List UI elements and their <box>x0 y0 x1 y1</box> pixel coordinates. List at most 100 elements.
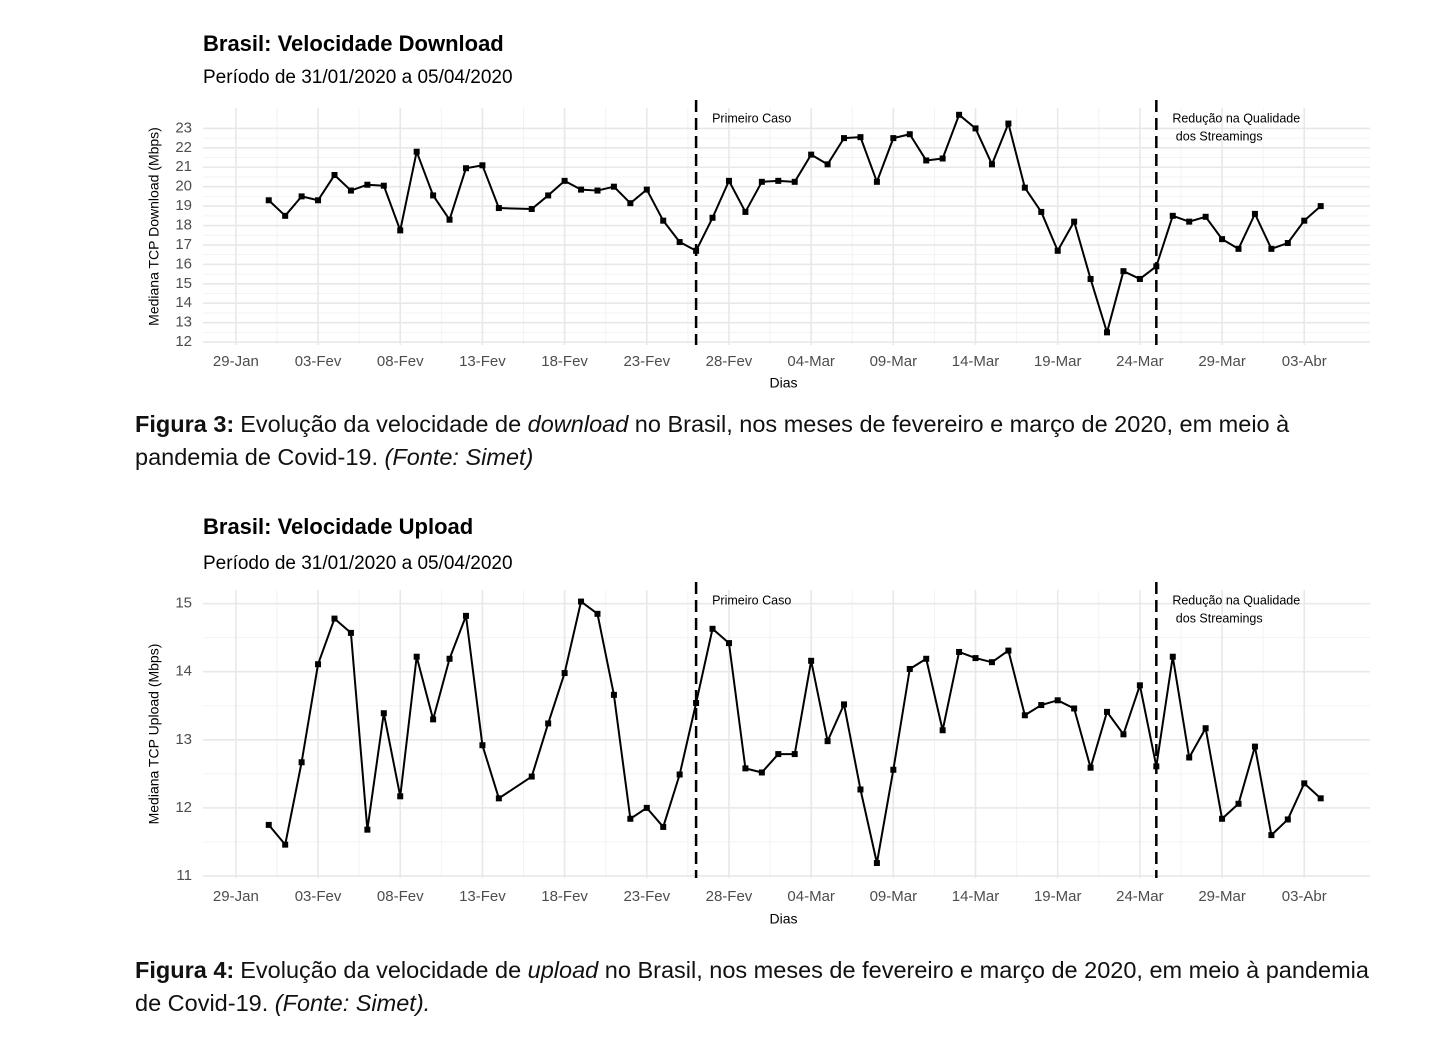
data-point <box>561 670 568 677</box>
data-point <box>495 795 502 802</box>
x-tick-label: 29-Jan <box>213 888 259 905</box>
data-point <box>578 186 585 193</box>
data-point <box>988 161 995 168</box>
data-point <box>725 177 732 184</box>
caption-label: Figura 3: <box>135 411 235 437</box>
data-point <box>1186 218 1193 225</box>
y-tick-label: 15 <box>175 595 192 612</box>
data-point <box>1054 697 1061 704</box>
x-tick-label: 14-Mar <box>952 888 1000 905</box>
data-point <box>857 786 864 793</box>
data-point <box>1071 705 1078 712</box>
data-point <box>479 742 486 749</box>
data-point <box>397 227 404 234</box>
data-point <box>1301 780 1308 787</box>
data-point <box>265 821 272 828</box>
data-point <box>1186 754 1193 761</box>
chart-subtitle: Período de 31/01/2020 a 05/04/2020 <box>203 553 513 574</box>
x-tick-label: 28-Fev <box>706 888 753 905</box>
x-tick-label: 18-Fev <box>541 353 588 370</box>
x-tick-label: 29-Mar <box>1198 888 1246 905</box>
data-point <box>1021 184 1028 191</box>
data-point <box>1202 213 1209 220</box>
data-point <box>676 771 683 778</box>
annotation: dos Streamings <box>1172 129 1262 143</box>
data-point <box>594 187 601 194</box>
data-point <box>347 187 354 194</box>
data-point <box>873 178 880 185</box>
data-point <box>446 216 453 223</box>
annotation: dos Streamings <box>1172 611 1262 625</box>
y-tick-label: 15 <box>175 275 192 292</box>
data-point <box>824 738 831 745</box>
data-point <box>709 625 716 632</box>
data-point <box>347 629 354 636</box>
data-point <box>988 659 995 666</box>
annotation: Primeiro Caso <box>712 111 791 125</box>
data-point <box>693 700 700 707</box>
data-point <box>265 197 272 204</box>
x-tick-label: 23-Fev <box>623 353 670 370</box>
chart-title: Brasil: Velocidade Upload <box>203 514 473 539</box>
data-point <box>758 769 765 776</box>
data-point <box>660 217 667 224</box>
data-point <box>446 655 453 662</box>
data-point <box>413 148 420 155</box>
data-point <box>430 716 437 723</box>
data-point <box>282 212 289 219</box>
data-point <box>495 205 502 212</box>
x-tick-label: 29-Mar <box>1198 353 1246 370</box>
caption-text: no Brasil, nos meses de fevereiro e març… <box>135 411 1290 470</box>
data-point <box>1120 268 1127 275</box>
x-tick-label: 09-Mar <box>870 888 918 905</box>
data-point <box>890 135 897 142</box>
data-point <box>873 860 880 867</box>
data-point <box>1038 702 1045 709</box>
data-point <box>298 759 305 766</box>
caption-text: no Brasil, nos meses de fevereiro e març… <box>135 957 1369 1016</box>
data-line <box>268 113 1322 334</box>
data-point <box>413 653 420 660</box>
x-tick-label: 29-Jan <box>213 353 259 370</box>
data-point <box>1284 816 1291 823</box>
x-tick-label: 08-Fev <box>377 353 424 370</box>
data-point <box>1219 236 1226 243</box>
data-point <box>364 826 371 833</box>
y-tick-label: 17 <box>175 236 192 253</box>
data-point <box>1235 245 1242 252</box>
y-tick-label: 20 <box>175 178 192 195</box>
data-point <box>1153 263 1160 270</box>
data-point <box>380 182 387 189</box>
x-tick-label: 08-Fev <box>377 888 424 905</box>
x-tick-label: 04-Mar <box>787 888 835 905</box>
data-point <box>890 766 897 773</box>
data-point <box>972 125 979 132</box>
data-point <box>1021 712 1028 719</box>
data-point <box>1005 647 1012 654</box>
data-point <box>956 111 963 118</box>
data-point <box>610 691 617 698</box>
data-point <box>939 727 946 734</box>
data-point <box>1235 800 1242 807</box>
data-point <box>1038 208 1045 215</box>
x-tick-label: 24-Mar <box>1116 353 1164 370</box>
caption-emphasis: upload <box>527 957 599 983</box>
data-point <box>1169 653 1176 660</box>
annotation: Redução na Qualidade <box>1172 111 1300 125</box>
data-point <box>693 247 700 254</box>
data-point <box>1054 247 1061 254</box>
data-point <box>742 208 749 215</box>
data-point <box>1219 815 1226 822</box>
data-point <box>1087 275 1094 282</box>
data-point <box>528 773 535 780</box>
data-point <box>545 720 552 727</box>
data-point <box>775 177 782 184</box>
data-point <box>282 841 289 848</box>
data-point <box>1251 210 1258 217</box>
data-point <box>791 751 798 758</box>
data-point <box>380 710 387 717</box>
data-point <box>1136 682 1143 689</box>
data-point <box>528 206 535 213</box>
